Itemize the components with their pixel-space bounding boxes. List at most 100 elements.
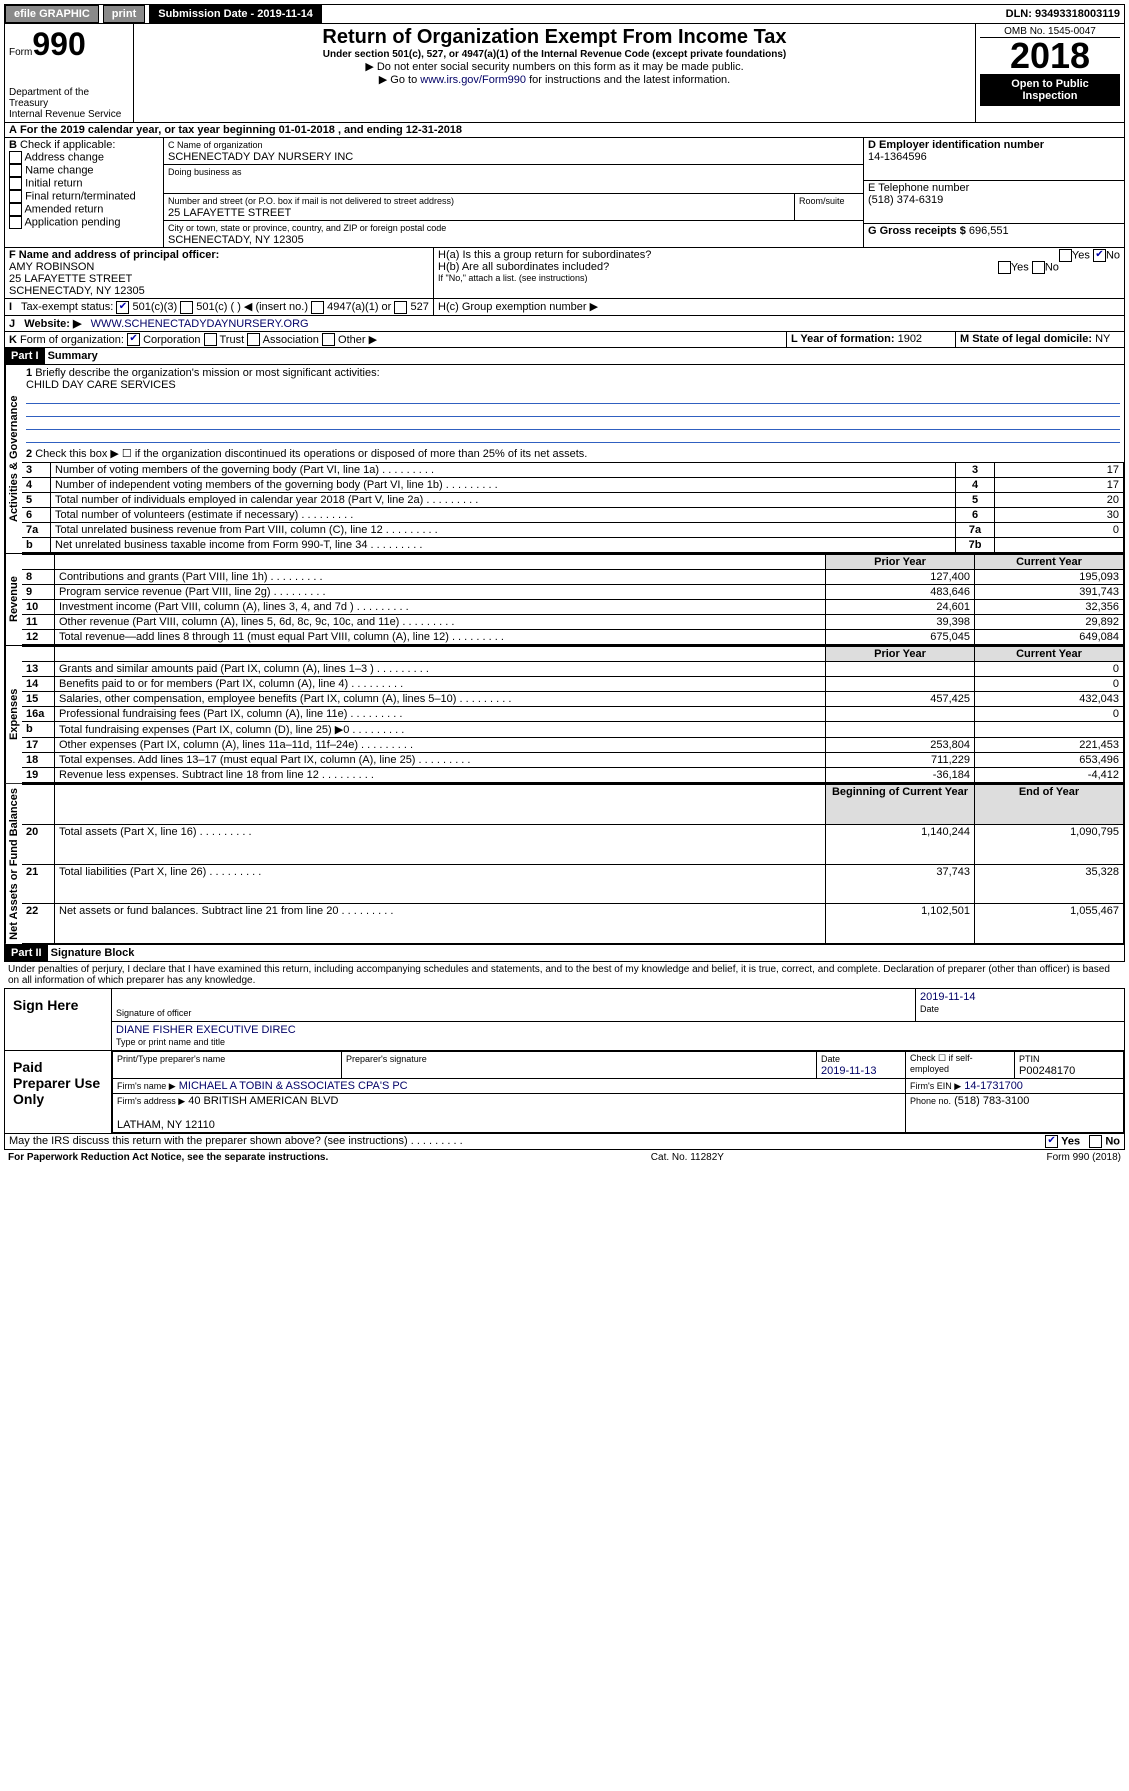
vlabel-netassets: Net Assets or Fund Balances	[5, 784, 22, 944]
paid-preparer-label: Paid Preparer Use Only	[5, 1051, 111, 1133]
section-j: J Website: ▶ WWW.SCHENECTADYDAYNURSERY.O…	[4, 316, 1125, 332]
vlabel-activities: Activities & Governance	[5, 365, 22, 553]
dept-treasury: Department of the Treasury Internal Reve…	[9, 87, 129, 120]
part2-header: Part II Signature Block	[4, 945, 1125, 962]
hb-note: If "No," attach a list. (see instruction…	[438, 273, 1120, 283]
ptin: P00248170	[1019, 1065, 1075, 1077]
cb-app-pending[interactable]	[9, 216, 22, 229]
discuss-row: May the IRS discuss this return with the…	[4, 1134, 1125, 1150]
room-label: Room/suite	[799, 196, 845, 206]
exp-table: Prior YearCurrent Year13Grants and simil…	[22, 646, 1124, 783]
prep-date: 2019-11-13	[821, 1065, 876, 1077]
state-domicile: NY	[1095, 333, 1110, 345]
hc-label: H(c) Group exemption number ▶	[438, 301, 598, 313]
telephone: (518) 374-6319	[868, 194, 943, 206]
netassets-section: Net Assets or Fund Balances Beginning of…	[4, 784, 1125, 945]
d-label: D Employer identification number	[868, 139, 1044, 151]
cb-initial-return[interactable]	[9, 177, 22, 190]
rev-table: Prior YearCurrent Year8Contributions and…	[22, 554, 1124, 645]
j-label: Website: ▶	[24, 318, 81, 330]
revenue-section: Revenue Prior YearCurrent Year8Contribut…	[4, 554, 1125, 646]
type-name-label: Type or print name and title	[116, 1037, 225, 1047]
hb-label: H(b) Are all subordinates included?	[438, 261, 609, 273]
cb-trust[interactable]	[204, 333, 217, 346]
sign-here-label: Sign Here	[5, 989, 111, 1050]
line-a: A For the 2019 calendar year, or tax yea…	[4, 123, 1125, 138]
cb-501c[interactable]	[180, 301, 193, 314]
year-formation: 1902	[898, 333, 922, 345]
part1-header: Part I Summary	[4, 348, 1125, 365]
cb-assoc[interactable]	[247, 333, 260, 346]
vlabel-revenue: Revenue	[5, 554, 22, 645]
cb-other[interactable]	[322, 333, 335, 346]
cb-amended[interactable]	[9, 203, 22, 216]
section-i: I Tax-exempt status: 501(c)(3) 501(c) ( …	[4, 299, 1125, 316]
cb-discuss-no[interactable]	[1089, 1135, 1102, 1148]
org-name: SCHENECTADY DAY NURSERY INC	[168, 151, 353, 163]
form-label: Form	[9, 47, 32, 58]
officer-addr: 25 LAFAYETTE STREET SCHENECTADY, NY 1230…	[9, 273, 145, 297]
f-label: F Name and address of principal officer:	[9, 249, 219, 261]
tax-year: 2018	[980, 38, 1120, 74]
part1-body: Activities & Governance 1 Briefly descri…	[4, 365, 1125, 554]
firm-name: MICHAEL A TOBIN & ASSOCIATES CPA'S PC	[179, 1080, 408, 1092]
addr-label: Number and street (or P.O. box if mail i…	[168, 196, 454, 206]
note-ssn: ▶ Do not enter social security numbers o…	[138, 60, 971, 73]
l-label: L Year of formation:	[791, 333, 895, 345]
firm-phone: (518) 783-3100	[954, 1095, 1029, 1107]
cb-name-change[interactable]	[9, 164, 22, 177]
city-label: City or town, state or province, country…	[168, 223, 446, 233]
i-label: Tax-exempt status:	[21, 301, 113, 313]
b-label: Check if applicable:	[20, 139, 115, 151]
irs-link[interactable]: www.irs.gov/Form990	[420, 74, 526, 86]
officer-name: AMY ROBINSON	[9, 261, 94, 273]
q1-answer: CHILD DAY CARE SERVICES	[26, 379, 176, 391]
sig-officer-label: Signature of officer	[116, 1008, 191, 1018]
note-goto: ▶ Go to www.irs.gov/Form990 for instruct…	[138, 73, 971, 86]
dba-label: Doing business as	[168, 167, 242, 177]
c-name-label: C Name of organization	[168, 140, 263, 150]
cb-discuss-yes[interactable]	[1045, 1135, 1058, 1148]
ein: 14-1364596	[868, 151, 927, 163]
cb-501c3[interactable]	[116, 301, 129, 314]
cb-4947[interactable]	[311, 301, 324, 314]
print-button[interactable]: print	[103, 5, 145, 23]
ag-table: 3Number of voting members of the governi…	[22, 462, 1124, 553]
m-label: M State of legal domicile:	[960, 333, 1092, 345]
cb-corp[interactable]	[127, 333, 140, 346]
cb-address-change[interactable]	[9, 151, 22, 164]
cb-hb-yes[interactable]	[998, 261, 1011, 274]
section-fh: F Name and address of principal officer:…	[4, 248, 1125, 299]
cb-hb-no[interactable]	[1032, 261, 1045, 274]
org-address: 25 LAFAYETTE STREET	[168, 207, 291, 219]
officer-typed-name: DIANE FISHER EXECUTIVE DIREC	[116, 1024, 296, 1036]
k-label: Form of organization:	[20, 334, 124, 346]
efile-button[interactable]: efile GRAPHIC	[5, 5, 99, 23]
form-header: Form990 Department of the Treasury Inter…	[4, 24, 1125, 123]
dln: DLN: 93493318003119	[1006, 8, 1124, 20]
cb-final-return[interactable]	[9, 190, 22, 203]
declaration: Under penalties of perjury, I declare th…	[4, 962, 1125, 988]
q1: Briefly describe the organization's miss…	[35, 367, 379, 379]
firm-ein: 14-1731700	[964, 1080, 1023, 1092]
open-to-public: Open to Public Inspection	[980, 74, 1120, 106]
section-klm: K Form of organization: Corporation Trus…	[4, 332, 1125, 349]
pra-notice: For Paperwork Reduction Act Notice, see …	[8, 1152, 328, 1163]
submission-date: Submission Date - 2019-11-14	[149, 5, 322, 23]
top-bar: efile GRAPHIC print Submission Date - 20…	[4, 4, 1125, 24]
cb-ha-yes[interactable]	[1059, 249, 1072, 262]
expense-section: Expenses Prior YearCurrent Year13Grants …	[4, 646, 1125, 784]
sig-date: 2019-11-14	[920, 991, 975, 1003]
org-city: SCHENECTADY, NY 12305	[168, 234, 304, 246]
cb-527[interactable]	[394, 301, 407, 314]
cb-ha-no[interactable]	[1093, 249, 1106, 262]
gross-receipts: 696,551	[969, 225, 1009, 237]
cat-no: Cat. No. 11282Y	[651, 1152, 724, 1163]
section-bcdefg: B Check if applicable: Address change Na…	[4, 138, 1125, 248]
main-title: Return of Organization Exempt From Incom…	[138, 26, 971, 49]
sign-here-box: Sign Here Signature of officer 2019-11-1…	[4, 988, 1125, 1051]
website-link[interactable]: WWW.SCHENECTADYDAYNURSERY.ORG	[91, 318, 309, 330]
ha-label: H(a) Is this a group return for subordin…	[438, 249, 651, 261]
form-number: 990	[32, 26, 85, 62]
e-label: E Telephone number	[868, 182, 969, 194]
